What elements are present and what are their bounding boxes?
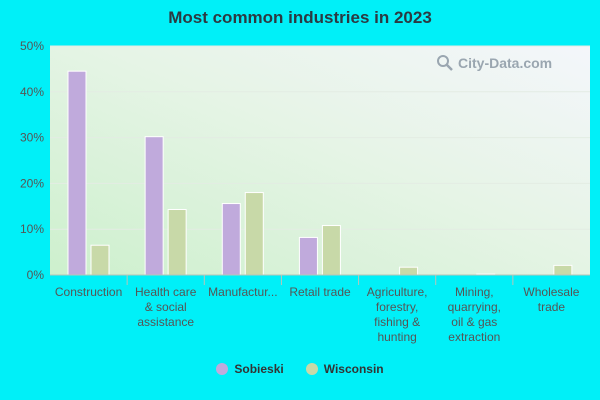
x-category-label-line: fishing & [374, 315, 420, 329]
y-tick-label: 30% [20, 131, 44, 145]
x-category-label-line: forestry, [376, 300, 418, 314]
chart-title: Most common industries in 2023 [168, 8, 432, 27]
legend-swatch-wisconsin [305, 363, 318, 375]
x-category-label: Agriculture, forestry, fishing & hunting [367, 285, 428, 344]
x-category-label: Wholesale trade [523, 285, 579, 314]
x-category-label-line: extraction [448, 330, 500, 344]
bar-wisconsin [167, 209, 187, 276]
x-category-label-line: hunting [377, 330, 416, 344]
bar-wisconsin [399, 266, 419, 276]
bar-wisconsin [244, 192, 264, 276]
x-category-label-line: & social [145, 300, 187, 314]
x-category-label-line: Manufactur... [208, 285, 277, 299]
x-category-label: Manufactur... [208, 285, 277, 299]
bar-sobieski [221, 203, 241, 276]
y-tick-label: 50% [20, 39, 44, 53]
x-category-label: Mining, quarrying, oil & gas extraction [448, 285, 501, 344]
x-category-label-line: Construction [55, 285, 122, 299]
x-category-label-line: assistance [137, 315, 194, 329]
magnifier-icon [437, 55, 453, 71]
x-category-label-line: Mining, [455, 285, 494, 299]
x-category-label-line: Wholesale [523, 285, 579, 299]
x-category-label: Construction [55, 285, 122, 299]
bar-wisconsin [90, 244, 110, 276]
bar-sobieski [298, 236, 318, 276]
x-category-label-line: oil & gas [451, 315, 497, 329]
x-category-label-line: Health care [135, 285, 197, 299]
x-category-label-line: Agriculture, [367, 285, 428, 299]
legend-label-sobieski: Sobieski [234, 362, 284, 376]
bar-sobieski [67, 70, 87, 276]
bar-wisconsin [321, 225, 341, 276]
plot-area [50, 46, 590, 275]
y-tick-label: 20% [20, 176, 44, 190]
legend-swatch-sobieski [216, 363, 229, 375]
x-category-label: Retail trade [289, 285, 351, 299]
y-tick-label: 10% [20, 222, 44, 236]
legend-item-sobieski: Sobieski [216, 362, 284, 376]
legend-label-wisconsin: Wisconsin [323, 362, 384, 376]
legend-item-wisconsin: Wisconsin [305, 362, 384, 376]
bar-sobieski [144, 136, 164, 276]
x-category-label-line: quarrying, [448, 300, 501, 314]
legend: Sobieski Wisconsin [0, 362, 600, 376]
watermark-text: City-Data.com [458, 55, 553, 71]
y-tick-label: 0% [27, 268, 45, 282]
bar-wisconsin [553, 264, 573, 276]
y-tick-label: 40% [20, 85, 44, 99]
x-category-label: Health care & social assistance [135, 285, 197, 329]
watermark: City-Data.com [436, 54, 552, 72]
x-category-label-line: Retail trade [289, 285, 351, 299]
x-category-label-line: trade [538, 300, 566, 314]
